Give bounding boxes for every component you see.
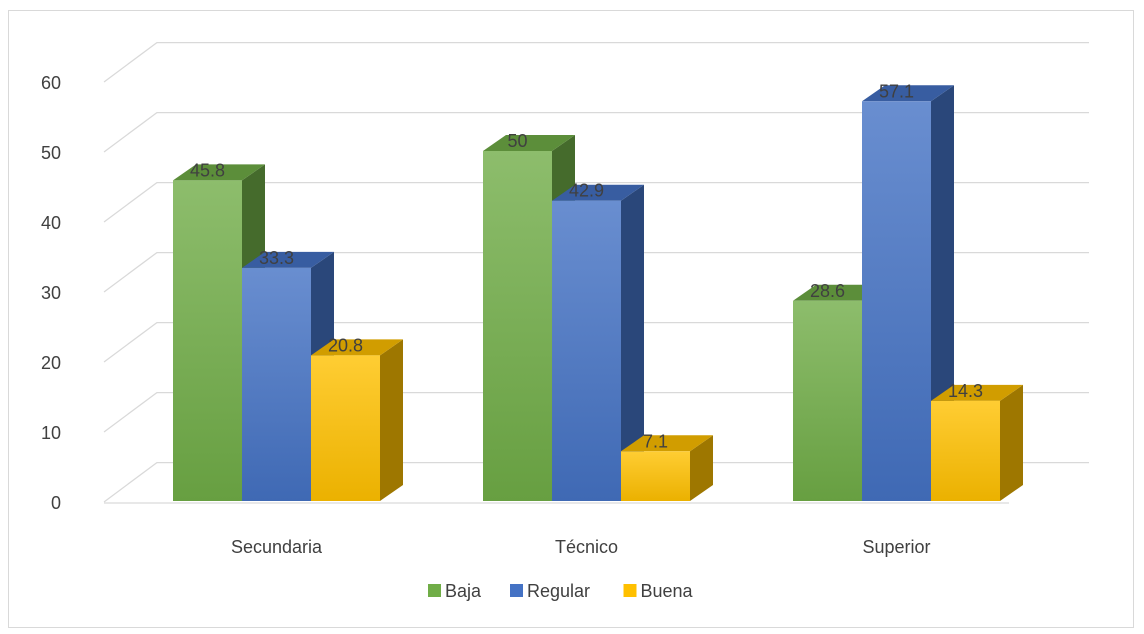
legend-label: Baja [445,581,482,601]
bar-side [621,184,644,501]
bar-top [552,184,644,201]
gridline [103,181,1089,223]
y-tick-label: 0 [51,493,61,513]
y-tick-label: 50 [41,143,61,163]
legend-item-regular: Regular [510,581,590,601]
bar-side [1000,384,1023,501]
bar-front [862,101,931,502]
category-label: Secundaria [231,537,323,557]
gridline [103,461,1089,503]
gridline [103,391,1089,433]
data-label: 28.6 [810,281,845,301]
data-label: 33.3 [259,248,294,268]
bar-buena-1 [311,339,403,501]
legend-label: Buena [641,581,694,601]
y-tick-label: 40 [41,213,61,233]
gridline [103,41,1089,83]
gridline [103,111,1089,153]
bar-top [621,435,713,452]
bar-chart: 0 10 20 30 40 50 60 45.8 33.3 20.8 50 42.9 7.1 28.6 5… [41,41,1089,601]
chart-frame: 0 10 20 30 40 50 60 45.8 33.3 20.8 50 42.9 7.1 28.6 5… [8,10,1134,628]
data-label: 14.3 [948,381,983,401]
legend-swatch [623,584,637,597]
data-label: 50 [507,131,527,151]
bar-front [242,267,311,501]
bar-side [380,339,403,501]
data-label: 7.1 [643,431,668,451]
data-label: 57.1 [879,81,914,101]
bar-side [690,435,713,501]
y-tick-label: 10 [41,423,61,443]
bar-top [862,85,954,102]
legend-swatch [428,584,441,597]
data-label: 42.9 [569,181,604,201]
bar-top [311,339,403,356]
bar-front [621,451,690,501]
bar-buena-3 [931,384,1023,501]
bar-front [931,400,1000,501]
category-label: Superior [862,537,930,557]
gridline [103,321,1089,363]
bar-buena-2 [621,435,713,501]
legend-item-buena: Buena [623,581,694,601]
legend-label: Regular [527,581,590,601]
legend-item-baja: Baja [428,581,482,601]
bar-top [173,164,265,181]
bar-front [483,151,552,501]
data-label: 20.8 [328,335,363,355]
y-tick-label: 20 [41,353,61,373]
bar-regular-2 [552,184,644,501]
category-label: Técnico [555,537,618,557]
bar-top [483,135,575,151]
data-label: 45.8 [190,160,225,180]
bar-front [793,300,862,501]
bar-top [931,384,1023,401]
bar-front [173,180,242,501]
gridline [103,251,1089,293]
y-tick-label: 60 [41,73,61,93]
y-tick-label: 30 [41,283,61,303]
bar-top [242,251,334,268]
bar-front [311,355,380,501]
bar-front [552,200,621,501]
legend-swatch [510,584,523,597]
